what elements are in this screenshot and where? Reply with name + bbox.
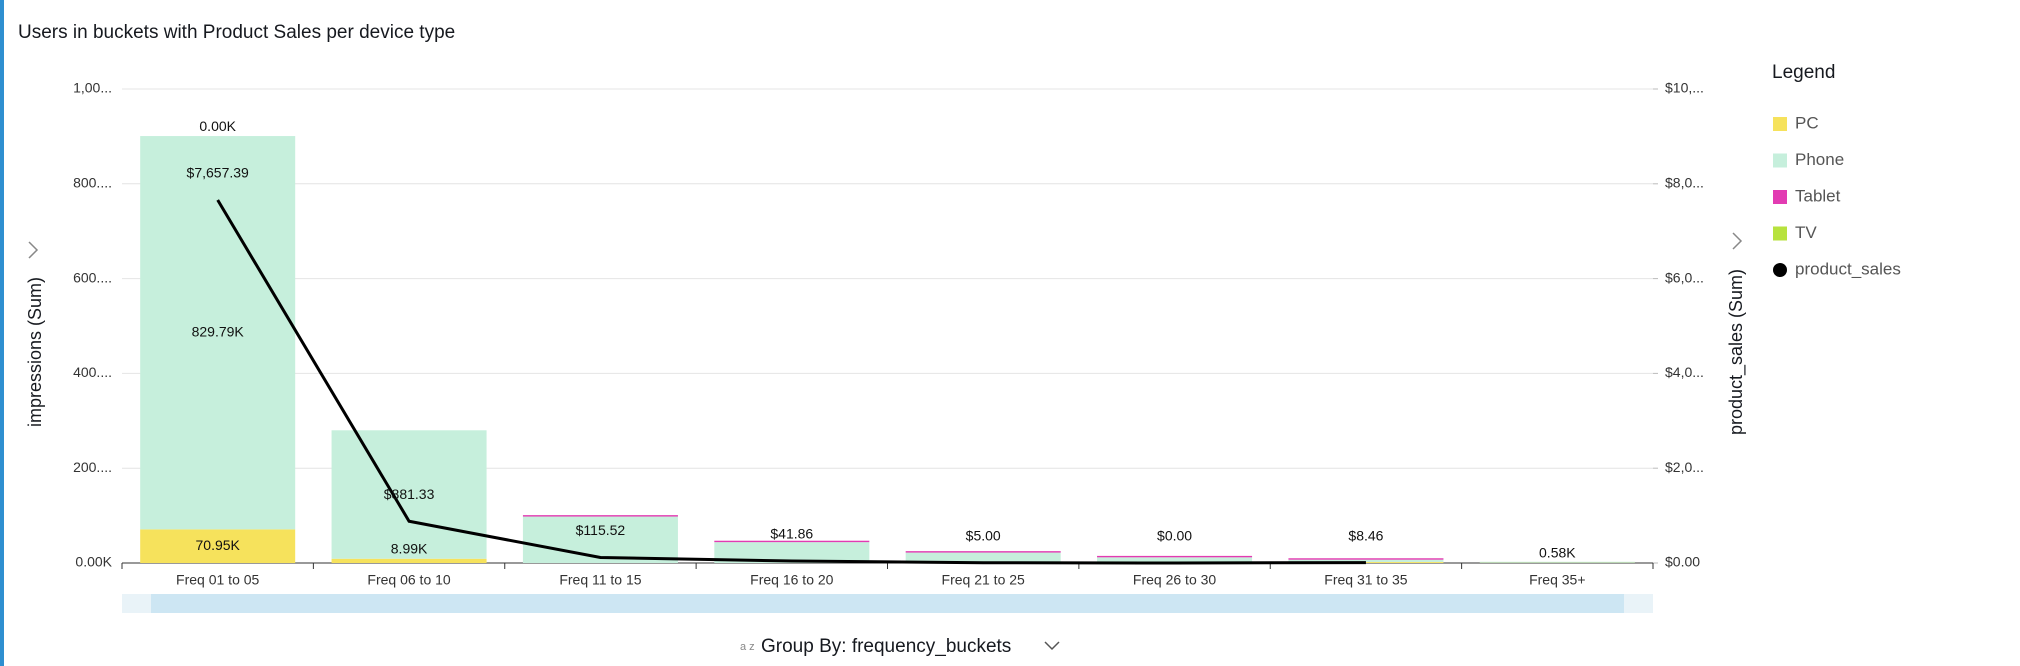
x-tick-label: Freq 31 to 35 — [1324, 572, 1407, 588]
x-tick-label: Freq 21 to 25 — [942, 572, 1025, 588]
y2-tick-label: $0.00 — [1665, 554, 1700, 570]
x-tick-label: Freq 01 to 05 — [176, 572, 259, 588]
y2-tick-label: $2,0... — [1665, 459, 1704, 475]
legend-swatch — [1773, 263, 1787, 277]
data-label: 0.00K — [199, 118, 236, 134]
data-label: $41.86 — [770, 526, 813, 542]
dropdown-arrow[interactable] — [1044, 641, 1060, 651]
bar-segment — [1097, 557, 1253, 563]
y-axis-title: impressions (Sum) — [25, 277, 45, 427]
sort-icon[interactable]: a z — [740, 641, 755, 653]
y-tick-label: 800.... — [73, 175, 112, 191]
group-by[interactable]: Group By: frequency_buckets — [761, 636, 1011, 657]
legend-swatch — [1773, 153, 1787, 168]
legend-label: Phone — [1795, 150, 1844, 169]
y-tick-label: 600.... — [73, 269, 112, 285]
data-label: $115.52 — [576, 522, 626, 538]
data-label: $8.46 — [1348, 527, 1383, 543]
selection-edge — [0, 0, 4, 666]
bar-segment — [905, 551, 1061, 553]
data-label: $7,657.39 — [187, 165, 249, 181]
bar-segment — [331, 430, 487, 559]
y2-tick-label: $8,0... — [1665, 175, 1704, 191]
legend-label: Tablet — [1795, 186, 1841, 205]
bar-segment — [331, 558, 487, 563]
y2-tick-label: $6,0... — [1665, 269, 1704, 285]
data-label: 0.58K — [1539, 544, 1576, 560]
chart-title: Users in buckets with Product Sales per … — [18, 22, 455, 43]
data-label: 8.99K — [391, 540, 428, 556]
data-label: $881.33 — [384, 486, 435, 502]
data-label: 70.95K — [196, 537, 241, 553]
legend-swatch — [1773, 117, 1787, 131]
x-tick-label: Freq 16 to 20 — [750, 572, 833, 588]
x-tick-label: Freq 26 to 30 — [1133, 572, 1216, 588]
legend-label: product_sales — [1795, 259, 1901, 278]
bar-segment — [1097, 555, 1253, 558]
expand-arrow[interactable] — [28, 241, 39, 259]
bar-segment — [1288, 558, 1444, 560]
bar-segment — [905, 552, 1061, 563]
data-label: $0.00 — [1157, 528, 1192, 544]
data-label: $5.00 — [966, 527, 1001, 543]
line — [216, 199, 1366, 565]
expand-arrow[interactable] — [1732, 232, 1743, 250]
bar-segment — [140, 529, 296, 563]
scrollbar-thumb[interactable] — [151, 594, 1624, 613]
legend-title: Legend — [1772, 62, 1835, 83]
x-tick-label: Freq 35+ — [1529, 572, 1585, 588]
legend-label: TV — [1795, 223, 1817, 242]
y2-tick-label: $10,... — [1665, 80, 1704, 96]
bar-segment — [1479, 561, 1635, 563]
legend-swatch — [1773, 226, 1787, 241]
x-tick-label: Freq 11 to 15 — [559, 572, 641, 588]
data-label: 829.79K — [192, 323, 245, 339]
bar-segment — [714, 542, 870, 563]
bar-segment — [1288, 562, 1444, 563]
y2-tick-label: $4,0... — [1665, 364, 1704, 380]
bar-segment — [1288, 559, 1444, 563]
bar-segment — [522, 516, 678, 563]
legend-swatch — [1773, 190, 1787, 204]
y2-axis-title: product_sales (Sum) — [1726, 269, 1747, 435]
x-tick-label: Freq 06 to 10 — [367, 572, 450, 588]
legend-label: PC — [1795, 113, 1819, 132]
y-tick-label: 1,00... — [73, 80, 112, 96]
y-tick-label: 0.00K — [75, 554, 112, 570]
y-tick-label: 200.... — [73, 459, 112, 475]
y-tick-label: 400.... — [73, 364, 112, 380]
bar-segment — [714, 540, 870, 543]
bar-segment — [522, 515, 678, 517]
